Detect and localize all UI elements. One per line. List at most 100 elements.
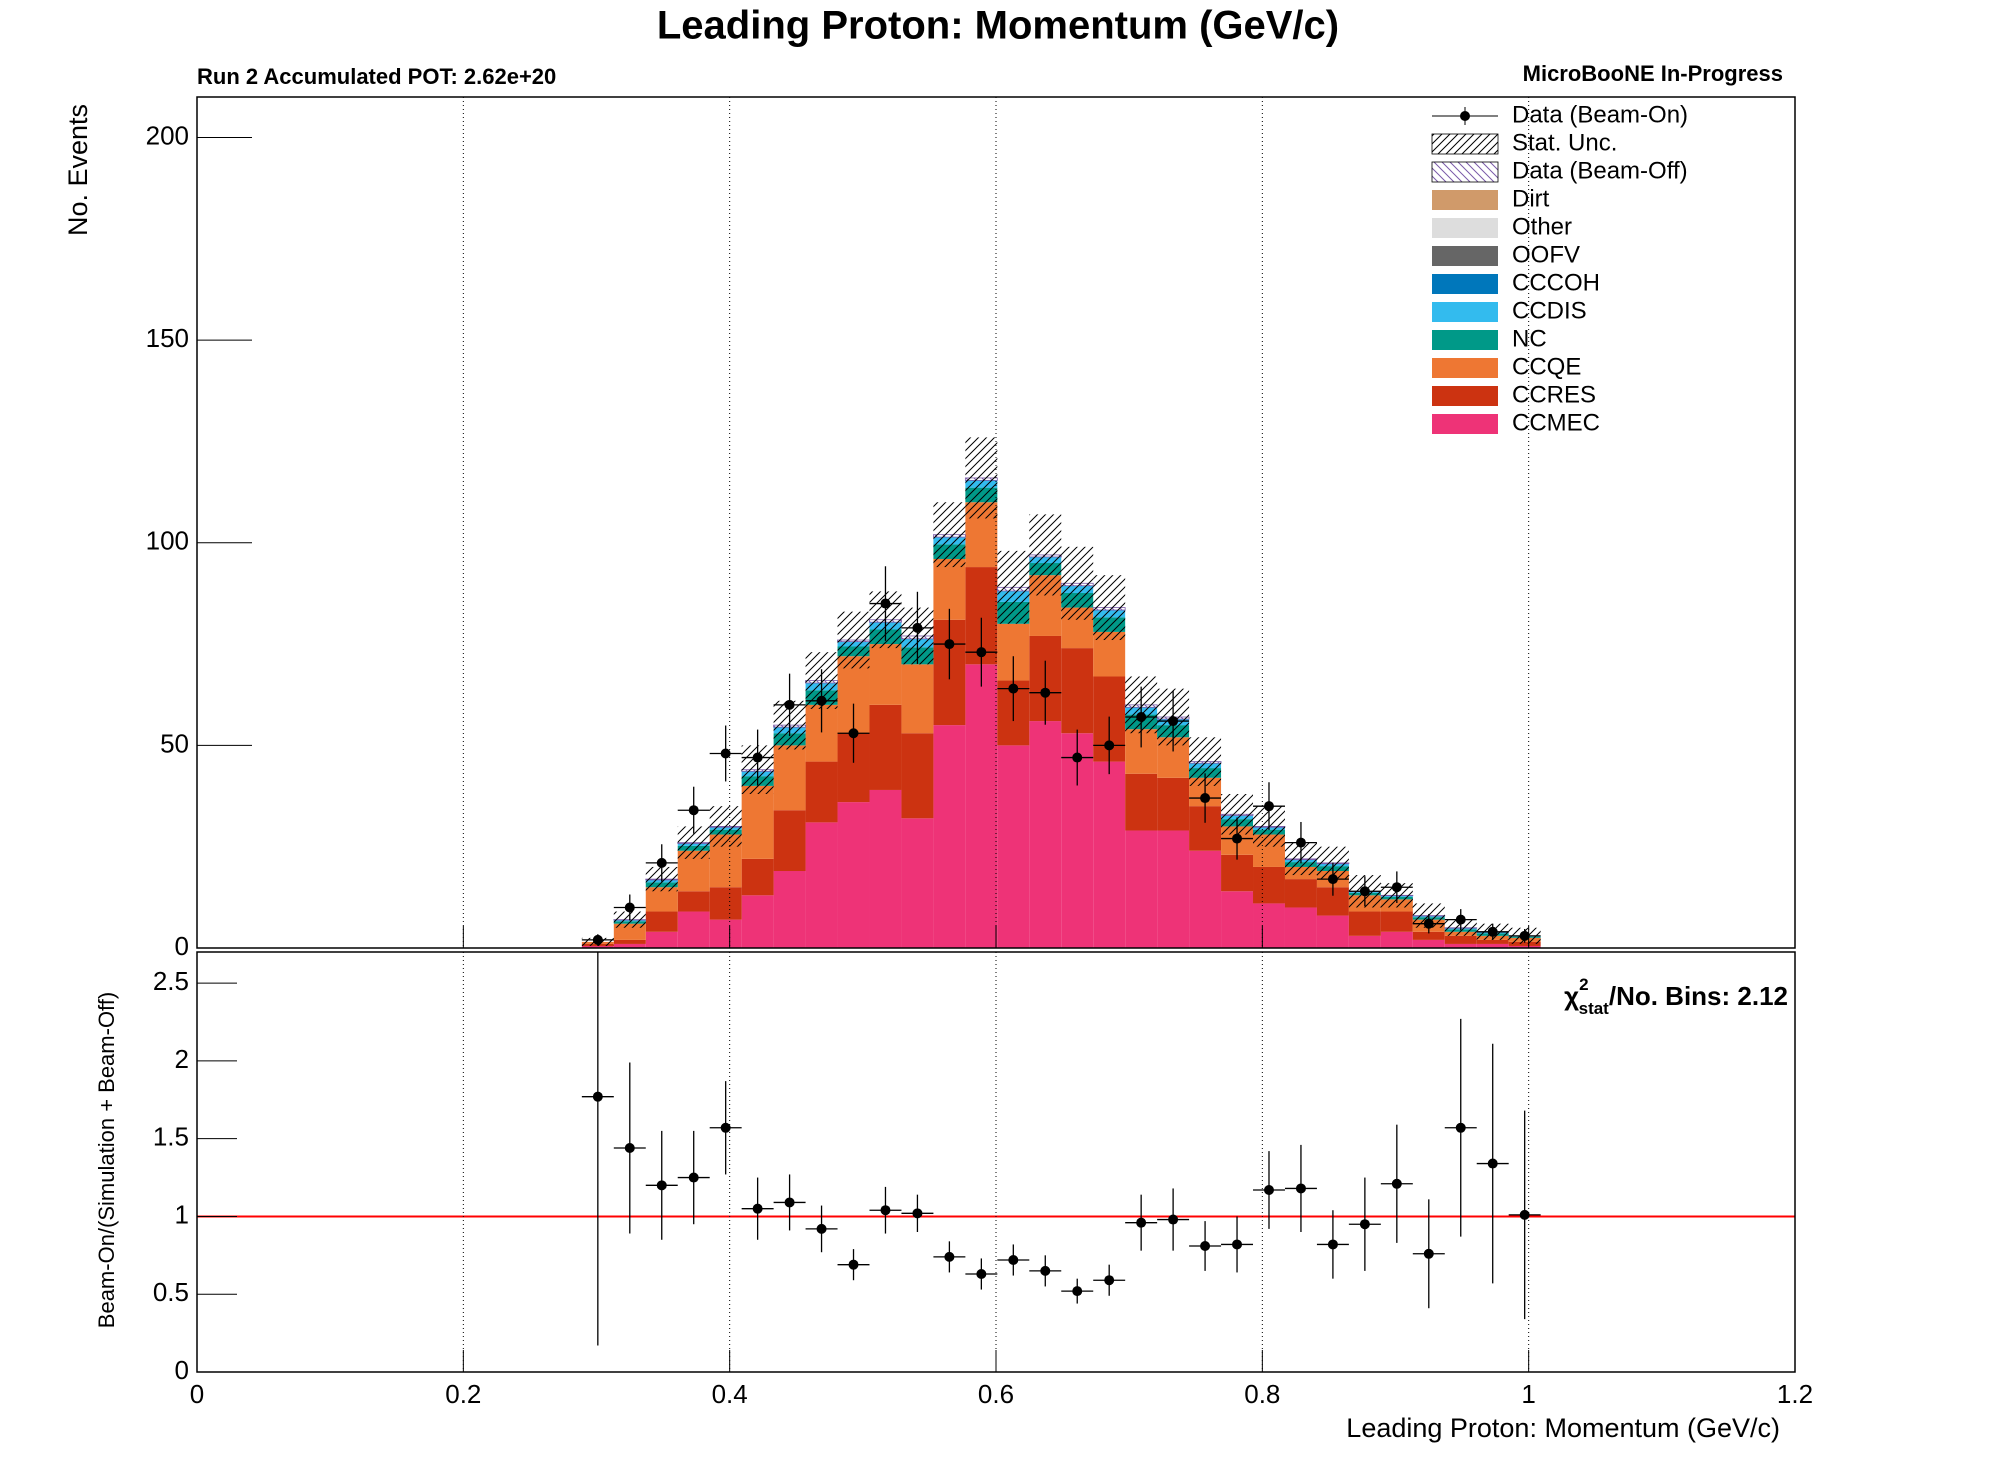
data-point — [1295, 837, 1306, 848]
data-point — [752, 752, 763, 763]
histogram-segment — [1253, 903, 1285, 948]
histogram-segment — [677, 911, 710, 948]
histogram-segment — [1125, 830, 1158, 948]
ratio-y-tick-label: 1 — [175, 1199, 189, 1229]
histogram-segment — [1348, 935, 1381, 948]
ratio-y-tick-label: 0.5 — [153, 1277, 189, 1307]
legend-label: NC — [1512, 325, 1547, 352]
histogram-segment — [1380, 931, 1413, 948]
histogram-segment — [901, 664, 934, 734]
legend-swatch — [1432, 302, 1498, 322]
legend-label: Stat. Unc. — [1512, 129, 1617, 156]
histogram-segment — [1189, 850, 1222, 948]
legend-label: CCMEC — [1512, 409, 1600, 436]
x-tick-label: 0.4 — [712, 1379, 748, 1409]
histogram-segment — [1029, 721, 1062, 948]
histogram-segment — [869, 789, 902, 948]
stat-unc-band — [1029, 514, 1062, 596]
legend: Data (Beam-On)Stat. Unc.Data (Beam-Off)D… — [1431, 101, 1688, 436]
ratio-frame — [196, 951, 1796, 1373]
legend-swatch — [1432, 190, 1498, 210]
legend-label: Other — [1512, 213, 1572, 240]
ratio-point — [816, 1223, 827, 1234]
ratio-y-tick-label: 1.5 — [153, 1122, 189, 1152]
histogram-segment — [741, 858, 774, 896]
stat-unc-band — [933, 502, 966, 568]
histogram-segment — [1284, 879, 1317, 908]
histogram-segment — [645, 931, 678, 948]
histogram-segment — [869, 644, 902, 705]
ratio-point — [1359, 1219, 1370, 1230]
histogram-segment — [1221, 854, 1254, 892]
data-point — [1040, 687, 1051, 698]
histogram-segment — [709, 887, 742, 920]
data-point — [1136, 712, 1147, 723]
legend-swatch — [1431, 133, 1499, 155]
histogram-segment — [1061, 648, 1094, 734]
y-tick-label: 200 — [146, 120, 189, 150]
data-point — [1168, 716, 1179, 727]
data-point — [1008, 683, 1019, 694]
ratio-point — [624, 1143, 635, 1153]
ratio-point — [880, 1205, 891, 1216]
legend-swatch — [1431, 161, 1499, 183]
ratio-y-tick-label: 0 — [175, 1355, 189, 1385]
data-point — [1263, 801, 1274, 812]
data-point — [912, 622, 923, 633]
ratio-point — [976, 1269, 987, 1279]
histogram-segment — [613, 943, 646, 948]
x-tick-label: 0.6 — [978, 1379, 1014, 1409]
histogram-segment — [1412, 931, 1445, 940]
axes: 0 0.2 0.4 0.6 0.8 1 1.2 0 50 100 150 200 0 0.5 1 1.5 2 2.… — [146, 97, 1813, 1409]
stat-unc-band — [837, 611, 870, 669]
x-tick-label: 0 — [190, 1379, 204, 1409]
data-point — [1104, 740, 1115, 751]
legend-swatch — [1432, 274, 1498, 294]
chi2-annotation: χ2 stat/No. Bins: 2.12 — [1564, 975, 1788, 1018]
data-point — [1423, 918, 1434, 929]
ratio-point — [784, 1197, 795, 1208]
y-tick-label: 0 — [175, 931, 189, 961]
ratio-point — [1008, 1255, 1019, 1265]
data-point — [848, 728, 859, 739]
histogram-segment — [1476, 939, 1509, 944]
chi2-sub: stat — [1579, 999, 1610, 1018]
legend-swatch — [1432, 386, 1498, 406]
histogram-segment — [773, 745, 806, 811]
legend-swatch — [1432, 330, 1498, 350]
histogram-segment — [1221, 891, 1254, 948]
ratio-point — [1136, 1217, 1147, 1228]
data-point — [1232, 833, 1243, 844]
data-point — [1391, 882, 1402, 893]
histogram-segment — [1348, 911, 1381, 936]
legend-label: OOFV — [1512, 241, 1580, 268]
histogram-segment — [1093, 761, 1126, 948]
x-tick-label: 1.2 — [1777, 1379, 1813, 1409]
ratio-point — [1455, 1122, 1466, 1133]
data-point — [656, 857, 667, 868]
stat-unc-band — [997, 550, 1030, 624]
data-point — [592, 934, 603, 945]
data-point — [720, 748, 731, 759]
stat-unc-band — [1061, 546, 1094, 620]
histogram-segment — [837, 802, 870, 948]
ratio-point — [1168, 1214, 1179, 1225]
data-point — [976, 647, 987, 658]
ratio-point — [1263, 1185, 1274, 1195]
legend-swatch — [1432, 414, 1498, 434]
chi2-text: /No. Bins: 2.12 — [1609, 981, 1788, 1011]
histogram-segment — [1380, 911, 1413, 932]
histogram-segment — [1253, 866, 1285, 904]
legend-label: CCRES — [1512, 381, 1596, 408]
y-tick-label: 100 — [146, 526, 189, 556]
ratio-point — [1072, 1286, 1083, 1297]
histogram-segment — [1157, 830, 1190, 948]
y-axis-label: No. Events — [63, 104, 93, 236]
y-tick-label: 150 — [146, 323, 189, 353]
legend-label: CCQE — [1512, 353, 1581, 380]
data-point — [1200, 793, 1211, 804]
histogram-segment — [869, 704, 902, 790]
data-point — [1072, 752, 1083, 763]
legend-label: Data (Beam-On) — [1512, 101, 1688, 128]
histogram-segment — [965, 664, 998, 948]
